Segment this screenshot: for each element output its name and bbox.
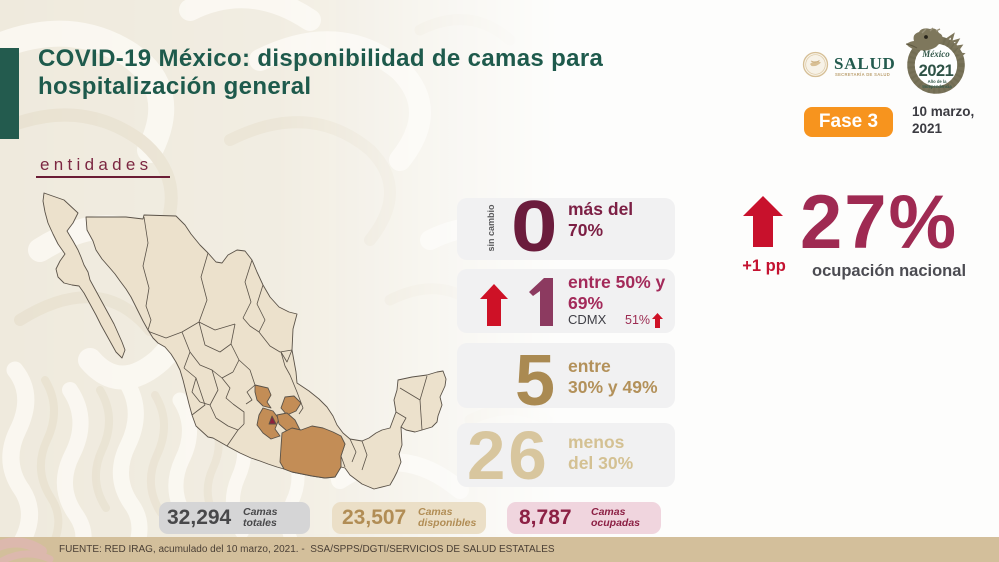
svg-text:México: México (921, 49, 950, 59)
svg-text:2021: 2021 (919, 62, 954, 80)
svg-text:Año de la: Año de la (928, 79, 948, 84)
svg-text:Independencia: Independencia (922, 84, 952, 89)
